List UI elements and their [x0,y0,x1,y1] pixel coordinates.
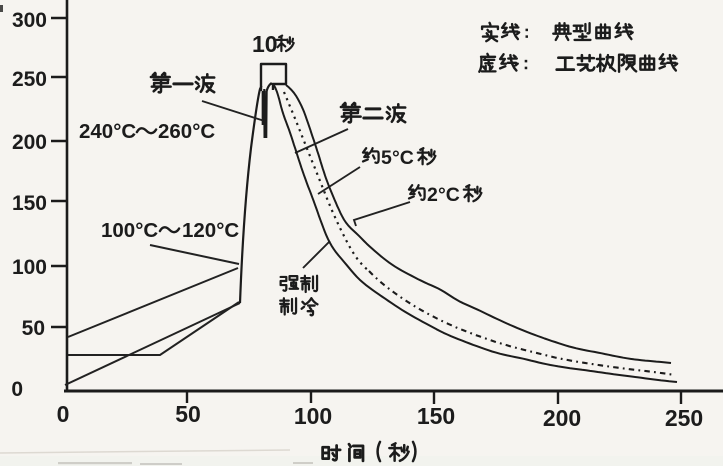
svg-text:10: 10 [252,31,278,57]
svg-text:250: 250 [12,68,47,91]
svg-text:100: 100 [12,256,47,279]
svg-text:250: 250 [665,405,703,431]
svg-text:300: 300 [12,9,47,32]
svg-text:0: 0 [11,378,23,401]
svg-text:50: 50 [22,317,45,340]
svg-text:°C: °C [438,184,460,206]
svg-text:240°C: 240°C [79,120,136,143]
svg-text:200: 200 [543,405,581,431]
svg-text:260°C: 260°C [158,120,215,143]
svg-text:150: 150 [12,192,47,215]
svg-text:0: 0 [57,401,70,427]
svg-text:150: 150 [417,403,455,429]
svg-text:120°C: 120°C [182,219,239,242]
svg-text:°C: °C [392,147,414,169]
svg-text:5: 5 [381,147,392,169]
svg-text:50: 50 [175,401,201,427]
svg-text:200: 200 [12,131,47,154]
svg-text:100: 100 [294,403,332,429]
svg-text:2: 2 [427,184,438,206]
svg-text:100°C: 100°C [101,219,158,242]
